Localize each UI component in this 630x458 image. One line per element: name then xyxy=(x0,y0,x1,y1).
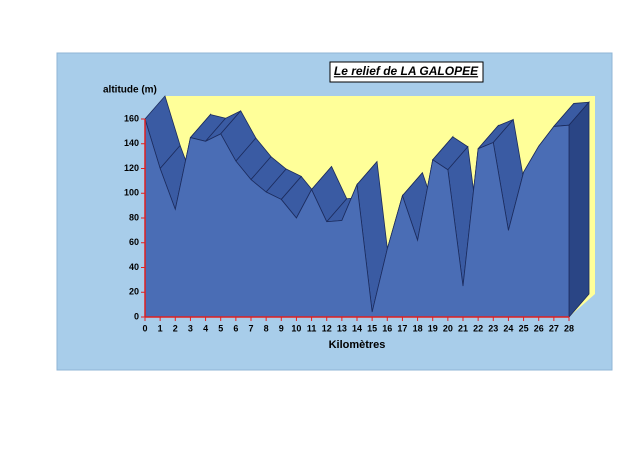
y-tick-label: 80 xyxy=(129,212,139,222)
x-tick-label: 28 xyxy=(564,323,574,333)
x-tick-label: 14 xyxy=(352,323,362,333)
x-tick-label: 16 xyxy=(382,323,392,333)
y-tick-label: 20 xyxy=(129,287,139,297)
x-tick-label: 11 xyxy=(307,323,317,333)
x-tick-label: 25 xyxy=(519,323,529,333)
title-box xyxy=(329,61,484,83)
x-tick-label: 8 xyxy=(264,323,269,333)
x-tick-label: 18 xyxy=(413,323,423,333)
x-tick-label: 15 xyxy=(367,323,377,333)
x-tick-label: 5 xyxy=(218,323,223,333)
x-tick-label: 21 xyxy=(458,323,468,333)
y-tick-label: 40 xyxy=(129,262,139,272)
x-tick-label: 19 xyxy=(428,323,438,333)
x-tick-label: 12 xyxy=(322,323,332,333)
x-axis-label: Kilomètres xyxy=(329,339,386,351)
y-tick-label: 160 xyxy=(124,113,139,123)
area-front xyxy=(144,118,570,318)
y-tick-label: 0 xyxy=(134,311,139,321)
x-tick-label: 24 xyxy=(503,323,513,333)
x-tick-label: 1 xyxy=(158,323,163,333)
x-tick-label: 4 xyxy=(203,323,208,333)
x-tick-label: 3 xyxy=(188,323,193,333)
panel-border xyxy=(56,52,613,371)
y-tick-label: 100 xyxy=(124,188,139,198)
x-tick-label: 26 xyxy=(534,323,544,333)
x-tick-label: 2 xyxy=(173,323,178,333)
y-tick-label: 140 xyxy=(124,138,139,148)
x-tick-label: 17 xyxy=(397,323,407,333)
x-tick-label: 0 xyxy=(142,323,147,333)
y-axis-label: altitude (m) xyxy=(103,85,157,96)
chart-title: Le relief de LA GALOPEE xyxy=(334,64,479,78)
x-tick-label: 9 xyxy=(279,323,284,333)
y-tick-label: 120 xyxy=(124,163,139,173)
side-face xyxy=(568,101,590,319)
x-tick-label: 22 xyxy=(473,323,483,333)
x-tick-label: 13 xyxy=(337,323,347,333)
x-tick-label: 20 xyxy=(443,323,453,333)
x-tick-label: 10 xyxy=(291,323,301,333)
x-tick-label: 23 xyxy=(488,323,498,333)
y-tick-label: 60 xyxy=(129,237,139,247)
x-tick-label: 27 xyxy=(549,323,559,333)
x-tick-label: 7 xyxy=(248,323,253,333)
x-tick-label: 6 xyxy=(233,323,238,333)
